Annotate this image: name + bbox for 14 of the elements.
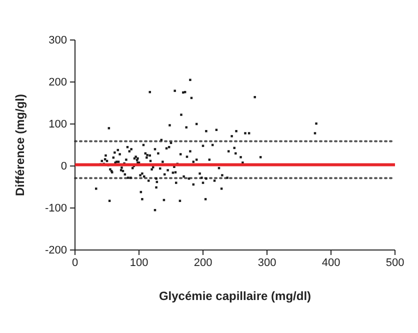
x-tick-label: 100 <box>130 256 148 269</box>
y-tick-label: -100 <box>44 202 67 215</box>
x-axis-title: Glycémie capillaire (mg/dl) <box>158 289 312 303</box>
x-tick-label: 300 <box>258 256 276 269</box>
x-tick-label: 200 <box>194 256 212 269</box>
y-tick-label: 0 <box>60 160 67 173</box>
x-tick-label: 400 <box>322 256 340 269</box>
y-axis-title: Différence (mg/gl) <box>13 94 27 196</box>
x-tick-label: 500 <box>386 256 404 269</box>
x-tick-label: 0 <box>72 256 78 269</box>
y-tick-label: 300 <box>48 34 67 47</box>
y-tick-label: 200 <box>48 76 67 89</box>
y-tick-label: -200 <box>44 244 67 257</box>
y-tick-label: 100 <box>48 118 67 131</box>
